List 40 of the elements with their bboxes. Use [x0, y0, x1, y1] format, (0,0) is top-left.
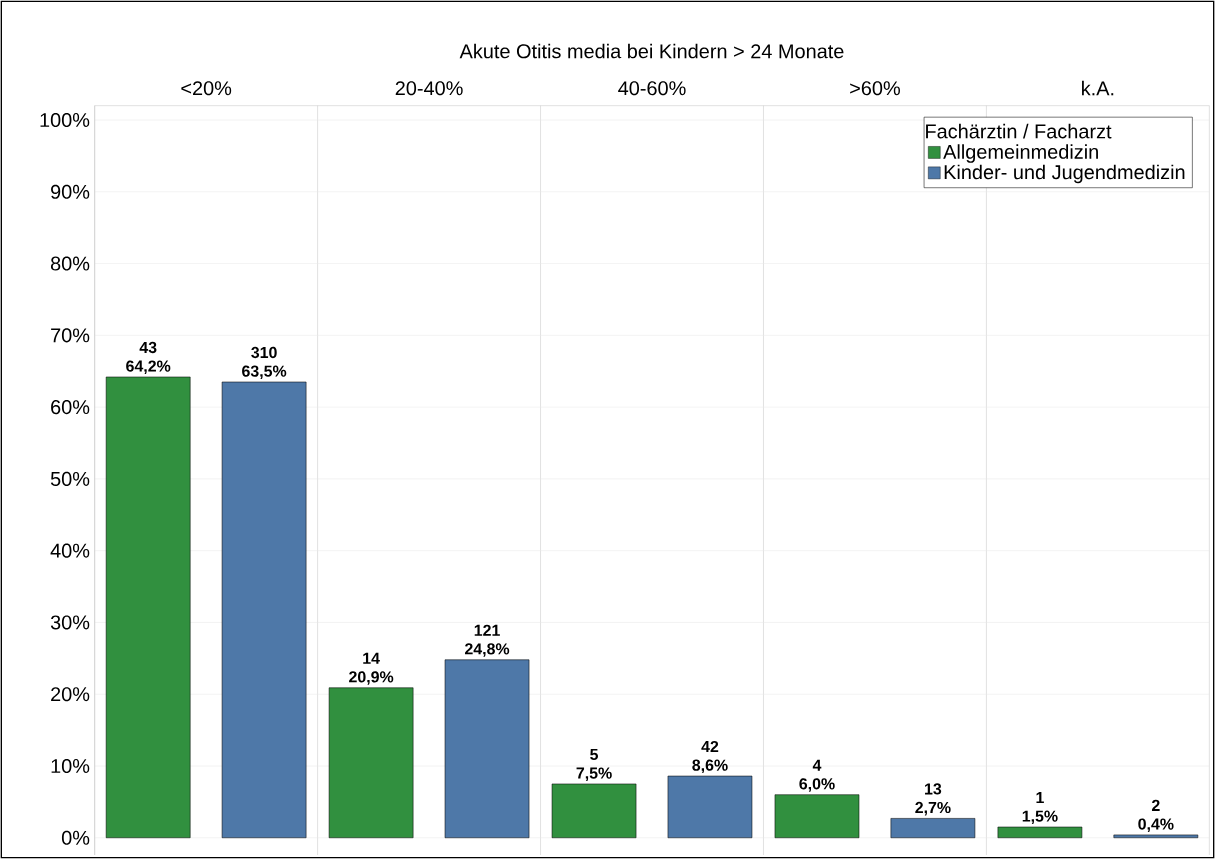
y-tick-label: 100%: [40, 112, 90, 128]
y-tick-label: 40%: [50, 543, 90, 558]
bar: [551, 783, 637, 839]
y-tick-label: 10%: [51, 758, 90, 774]
data-label: 42 8,6%: [692, 740, 728, 774]
y-tick-label: 20%: [51, 687, 90, 702]
bar: [1113, 834, 1199, 839]
legend-label: Kinder- und Jugendmedizin: [944, 164, 1185, 184]
x-tick-label: <20%: [181, 81, 232, 96]
y-tick-label: 90%: [51, 184, 90, 199]
data-label: 43 64,2%: [126, 341, 171, 375]
bar: [221, 381, 307, 839]
bar: [444, 659, 530, 839]
data-label: 13 2,7%: [915, 783, 951, 816]
chart-title: Akute Otitis media bei Kindern > 24 Monate: [459, 43, 844, 59]
bar: [774, 794, 860, 839]
data-label: 310 63,5%: [242, 346, 287, 380]
x-tick-label: 40-60%: [618, 81, 686, 96]
legend-title: Fachärztin / Facharzt: [926, 123, 1112, 139]
legend-label: Allgemeinmedizin: [943, 144, 1098, 163]
x-tick-label: 20-40%: [395, 81, 463, 96]
y-tick-label: 80%: [50, 256, 90, 271]
y-tick-label: 30%: [50, 615, 90, 630]
x-tick-label: k.A.: [1082, 80, 1114, 96]
x-tick-label: >60%: [850, 81, 900, 96]
bar: [105, 376, 191, 839]
data-label: 121 24,8%: [465, 624, 510, 657]
bar: [997, 826, 1083, 839]
y-tick-label: 0%: [61, 830, 90, 845]
data-label: 2 0,4%: [1138, 799, 1174, 832]
bar: [328, 687, 414, 839]
bar: [667, 775, 753, 839]
data-label: 4 6,0%: [799, 759, 835, 792]
data-label: 14 20,9%: [349, 652, 394, 685]
bar: [890, 818, 976, 839]
data-label: 1 1,5%: [1022, 792, 1058, 825]
y-tick-label: 70%: [51, 328, 90, 343]
data-label: 5 7,5%: [576, 748, 612, 781]
y-tick-label: 50%: [50, 471, 90, 486]
y-tick-label: 60%: [51, 400, 90, 415]
